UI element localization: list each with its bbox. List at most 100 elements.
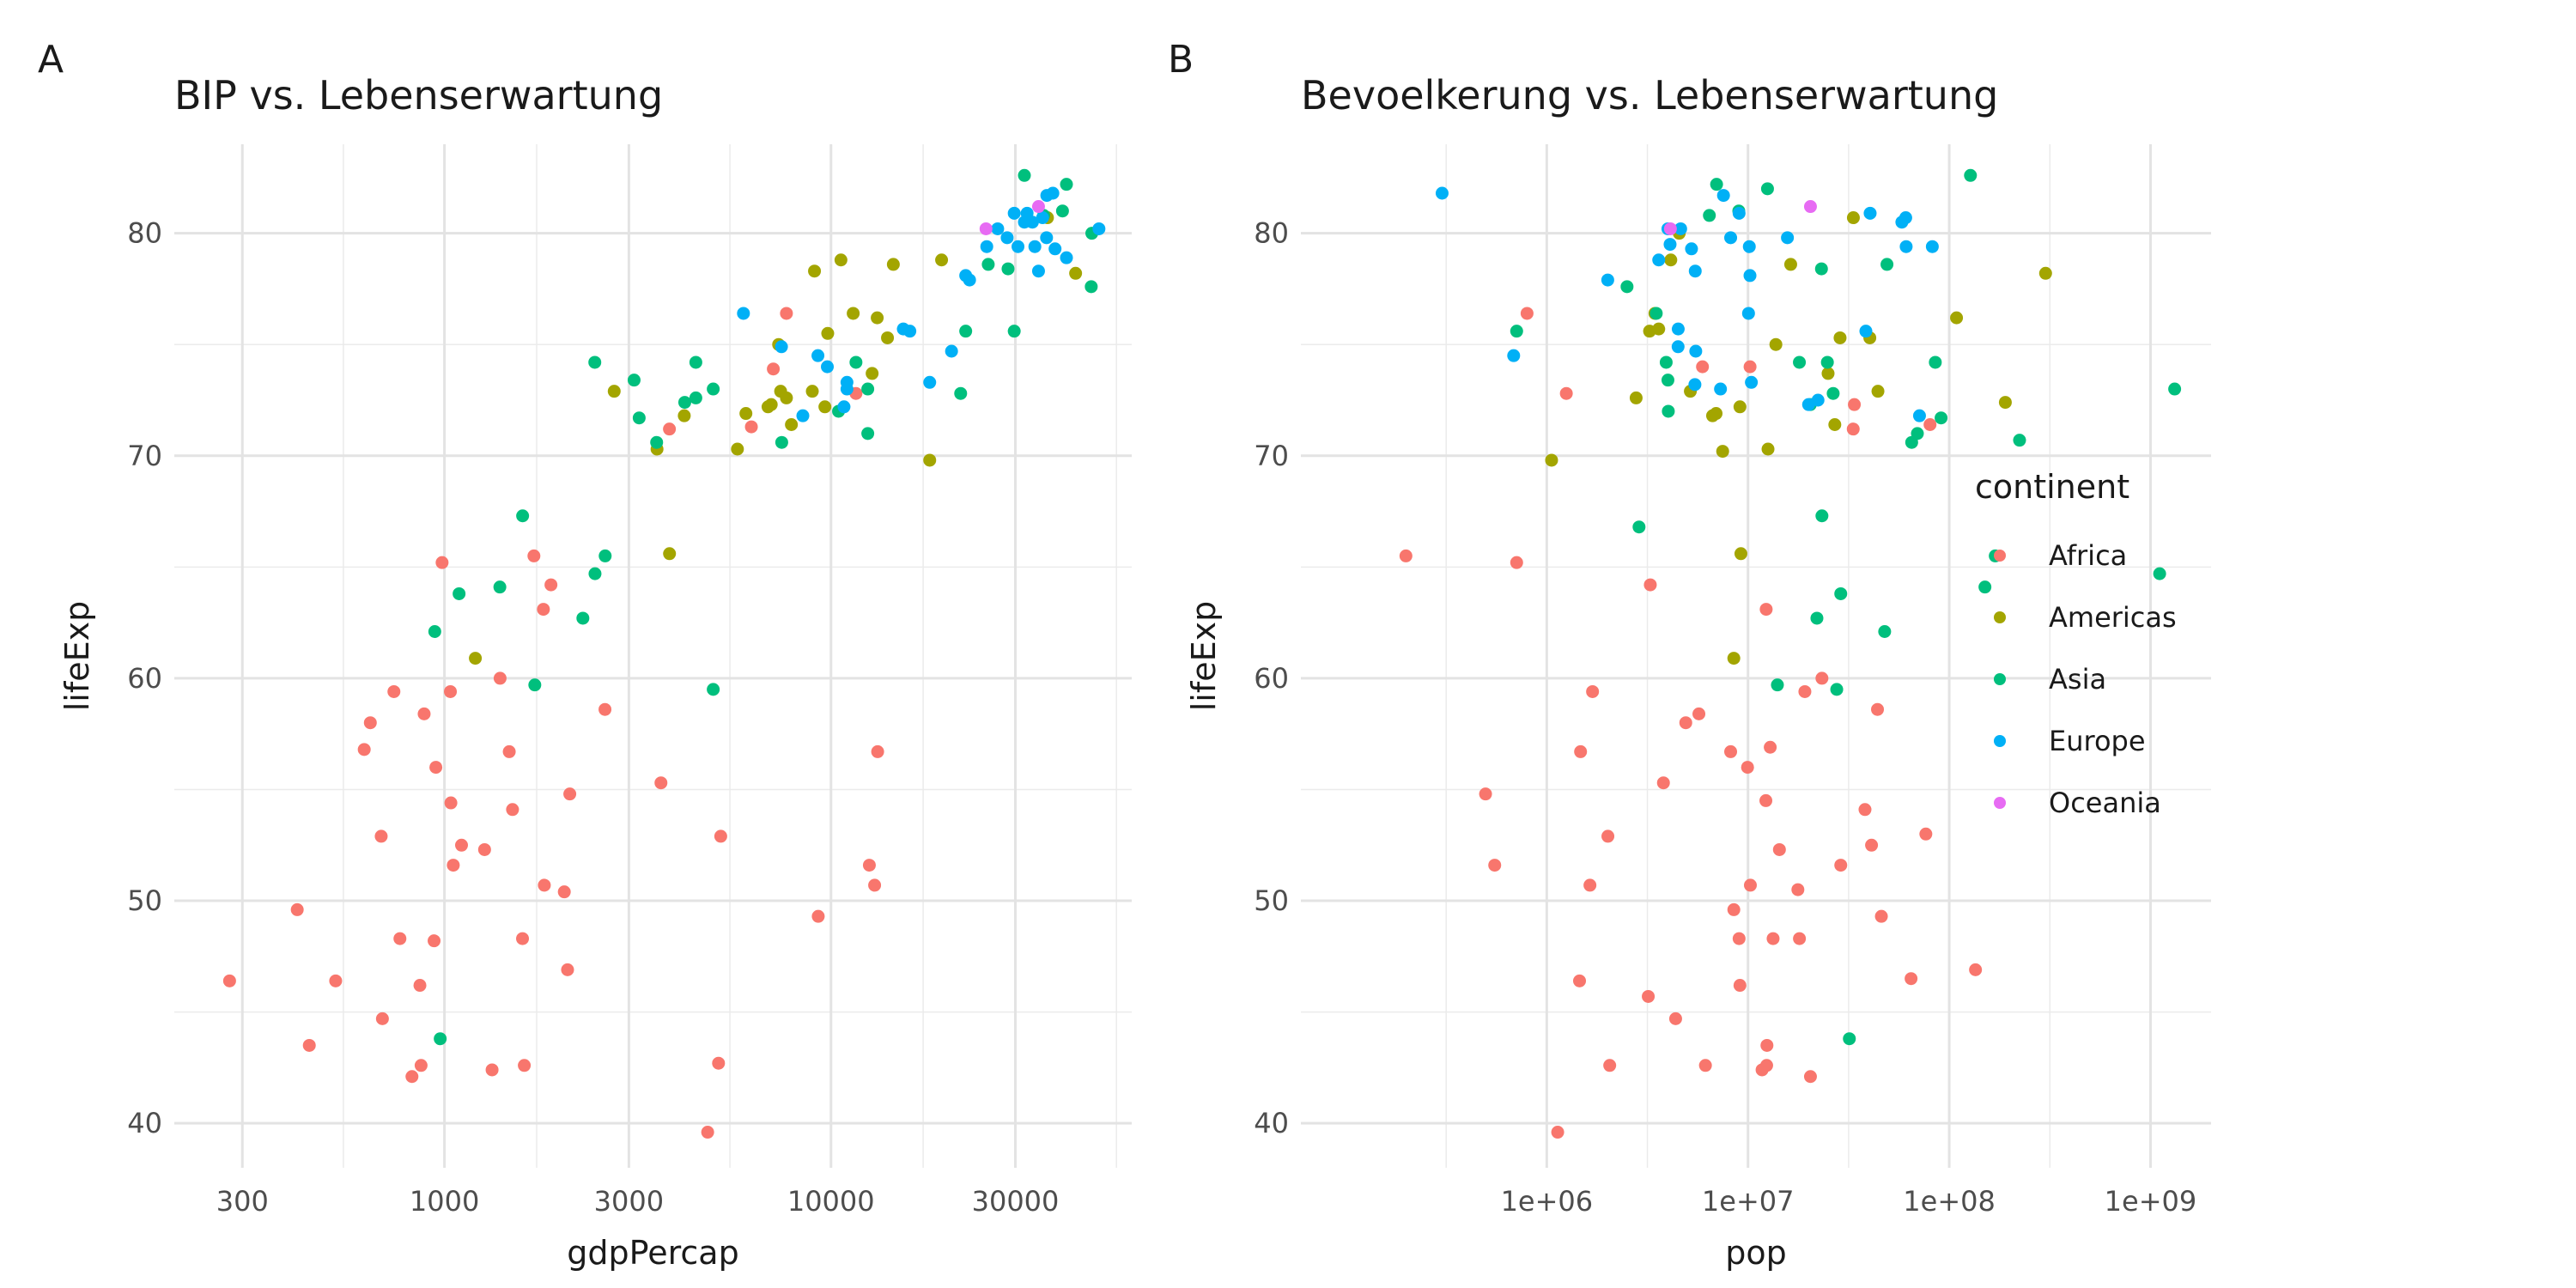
data-point-africa [374, 829, 388, 843]
data-point-europe [1028, 240, 1042, 253]
data-point-europe [1688, 264, 1702, 278]
data-point-americas [469, 652, 483, 665]
data-point-africa [1865, 838, 1879, 852]
y-tick-label: 70 [127, 440, 162, 472]
legend: continent Africa Americas Asia Europe Oceani… [1975, 468, 2177, 834]
data-point-africa [1759, 603, 1773, 617]
data-point-americas [1733, 400, 1747, 414]
data-point-africa [1905, 972, 1918, 986]
legend-swatch [1994, 611, 2006, 623]
data-point-asia [1055, 204, 1069, 218]
data-point-americas [1998, 396, 2012, 410]
data-point-africa [444, 684, 458, 698]
data-point-americas [731, 442, 744, 456]
data-point-africa [1803, 1070, 1817, 1084]
series-africa [1399, 307, 1983, 1139]
data-point-asia [1911, 427, 1924, 440]
data-point-asia [1843, 1032, 1856, 1046]
data-point-europe [1716, 189, 1730, 203]
data-point-asia [1620, 280, 1634, 294]
data-point-asia [1826, 386, 1840, 400]
data-point-africa [561, 963, 574, 976]
legend-label: Asia [2049, 663, 2107, 696]
data-point-asia [1793, 355, 1807, 369]
data-point-africa [1586, 684, 1600, 698]
data-point-europe [1724, 231, 1738, 245]
data-point-americas [923, 453, 937, 467]
data-point-africa [1834, 859, 1848, 872]
data-point-africa [454, 838, 468, 852]
x-tick-label: 1e+08 [1903, 1185, 1996, 1218]
data-point-europe [1671, 340, 1685, 354]
x-tick-label: 1e+07 [1702, 1185, 1795, 1218]
y-tick-label: 40 [1254, 1107, 1289, 1139]
data-point-asia [434, 1032, 447, 1046]
y-tick-label: 80 [127, 217, 162, 250]
data-point-americas [1761, 442, 1775, 456]
x-tick-label: 3000 [594, 1185, 664, 1218]
data-point-africa [712, 1056, 726, 1070]
data-point-asia [528, 678, 542, 692]
data-point-africa [1743, 878, 1757, 892]
data-point-europe [1674, 222, 1687, 235]
data-point-europe [1012, 240, 1025, 253]
data-point-europe [840, 375, 854, 389]
data-point-americas [834, 253, 848, 267]
data-point-africa [414, 1059, 428, 1072]
data-point-asia [689, 355, 702, 369]
data-point-asia [707, 382, 720, 396]
data-point-americas [1821, 367, 1835, 380]
data-point-asia [954, 386, 968, 400]
data-point-americas [1833, 331, 1847, 344]
data-point-americas [780, 391, 793, 404]
data-point-asia [1814, 262, 1828, 276]
data-point-americas [764, 398, 778, 411]
data-point-africa [1656, 776, 1670, 790]
data-point-africa [363, 716, 377, 730]
data-point-africa [1846, 422, 1860, 436]
data-point-europe [1899, 240, 1913, 253]
data-point-americas [1664, 253, 1678, 267]
data-point-africa [1642, 989, 1656, 1003]
data-point-asia [1649, 307, 1663, 320]
data-point-africa [1732, 932, 1746, 945]
data-point-asia [1659, 355, 1673, 369]
data-point-africa [811, 909, 825, 923]
data-point-asia [576, 611, 590, 625]
data-point-africa [654, 776, 668, 790]
data-point-africa [290, 902, 304, 916]
data-point-asia [1880, 258, 1894, 271]
data-point-africa [1848, 398, 1862, 411]
data-point-africa [1919, 827, 1933, 841]
x-tick-label: 30000 [972, 1185, 1060, 1218]
data-point-asia [2013, 434, 2026, 447]
data-point-africa [405, 1070, 419, 1084]
data-point-europe [775, 340, 788, 354]
data-point-europe [903, 325, 917, 338]
data-point-africa [871, 744, 884, 758]
series-oceania [1663, 200, 1817, 235]
data-point-asia [632, 411, 646, 425]
data-point-asia [1018, 168, 1031, 182]
data-point-asia [588, 567, 602, 580]
data-point-asia [849, 355, 863, 369]
data-point-africa [387, 684, 401, 698]
data-point-americas [1769, 337, 1783, 351]
data-point-africa [1874, 909, 1888, 923]
data-point-africa [1692, 707, 1706, 720]
data-point-europe [1742, 240, 1756, 253]
data-point-africa [663, 422, 677, 436]
data-point-asia [775, 435, 788, 449]
data-point-americas [1716, 445, 1729, 459]
data-point-africa [1679, 716, 1692, 730]
data-point-europe [1435, 186, 1449, 200]
data-point-europe [1036, 211, 1049, 225]
data-point-europe [1671, 322, 1685, 336]
data-point-africa [1698, 1059, 1712, 1072]
data-point-africa [393, 932, 407, 945]
legend-swatch [1994, 797, 2006, 809]
data-point-asia [428, 624, 441, 638]
data-point-americas [785, 418, 799, 432]
data-point-europe [1025, 216, 1039, 229]
data-point-americas [1871, 385, 1885, 398]
